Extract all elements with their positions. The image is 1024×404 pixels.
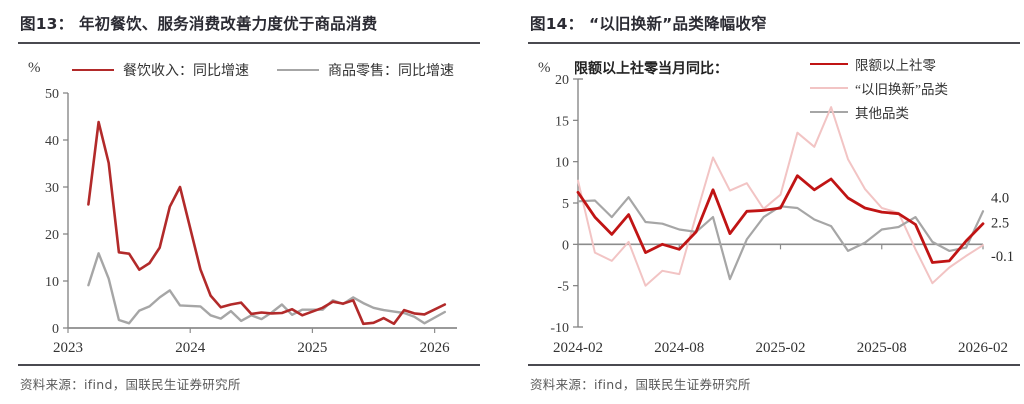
svg-text:-0.1: -0.1 bbox=[991, 249, 1014, 265]
figure13-panel: 图13： 年初餐饮、服务消费改善力度优于商品消费 % 餐饮收入：同比增速 商品零… bbox=[18, 6, 480, 393]
svg-text:-10: -10 bbox=[550, 321, 569, 336]
svg-text:2024-02: 2024-02 bbox=[553, 340, 603, 356]
svg-text:20: 20 bbox=[555, 73, 569, 88]
figure13-title: 图13： 年初餐饮、服务消费改善力度优于商品消费 bbox=[18, 6, 480, 44]
figure13-source-rule bbox=[18, 364, 480, 366]
svg-text:10: 10 bbox=[555, 156, 569, 171]
figure13-y-unit-label: % bbox=[28, 60, 41, 76]
svg-text:15: 15 bbox=[555, 114, 569, 129]
goods-retail-line-swatch bbox=[277, 68, 319, 72]
svg-text:2025-08: 2025-08 bbox=[857, 340, 907, 356]
figure13-chart-area: % 餐饮收入：同比增速 商品零售：同比增速 50 40 30 20 10 0 2023 202… bbox=[18, 44, 480, 362]
legend-item-above-quota-retail: 限额以上社零 bbox=[810, 54, 948, 74]
figure14-line-chart: 20 15 10 5 0 -5 -10 2024-02 2024-08 2025-02 2025-0… bbox=[550, 73, 1014, 356]
svg-text:2024: 2024 bbox=[175, 340, 206, 356]
svg-text:0: 0 bbox=[562, 238, 569, 253]
figure14-subtitle: 限额以上社零当月同比： bbox=[574, 61, 728, 77]
svg-text:2023: 2023 bbox=[53, 340, 83, 356]
svg-text:2.5: 2.5 bbox=[991, 216, 1009, 232]
legend-item-catering: 餐饮收入：同比增速 bbox=[72, 60, 249, 80]
svg-text:50: 50 bbox=[45, 87, 59, 102]
legend-item-goods-retail: 商品零售：同比增速 bbox=[277, 60, 454, 80]
legend-label-trade-in: “以旧换新”品类 bbox=[855, 82, 948, 97]
legend-label-above-quota-retail: 限额以上社零 bbox=[855, 58, 936, 73]
figure14-source-rule bbox=[528, 364, 1020, 366]
figure14-source: 资料来源：ifind，国联民生证券研究所 bbox=[530, 377, 751, 392]
svg-text:2024-08: 2024-08 bbox=[654, 340, 704, 356]
figure13-line-chart: 50 40 30 20 10 0 2023 2024 2025 2026 bbox=[45, 87, 457, 356]
legend-label-goods-retail: 商品零售：同比增速 bbox=[328, 64, 454, 79]
svg-text:10: 10 bbox=[45, 275, 59, 290]
figure14-title: 图14： “以旧换新”品类降幅收窄 bbox=[528, 6, 1020, 44]
svg-text:2025-02: 2025-02 bbox=[756, 340, 806, 356]
svg-text:0: 0 bbox=[52, 322, 59, 337]
figure14-y-unit-label: % bbox=[538, 60, 551, 76]
svg-text:30: 30 bbox=[45, 181, 59, 196]
legend-label-catering: 餐饮收入：同比增速 bbox=[123, 64, 249, 79]
svg-text:20: 20 bbox=[45, 228, 59, 243]
figure13-legend: 餐饮收入：同比增速 商品零售：同比增速 bbox=[72, 60, 454, 80]
figure14-panel: 图14： “以旧换新”品类降幅收窄 % 限额以上社零当月同比： 限额以上社零 “… bbox=[528, 6, 1020, 393]
figure14-legend: 限额以上社零 “以旧换新”品类 其他品类 bbox=[810, 54, 948, 122]
svg-text:5: 5 bbox=[562, 197, 569, 212]
figure14-chart-area: % 限额以上社零当月同比： 限额以上社零 “以旧换新”品类 其他品类 20 15 1… bbox=[528, 44, 1020, 362]
svg-text:-5: -5 bbox=[557, 280, 569, 295]
svg-text:4.0: 4.0 bbox=[991, 190, 1009, 206]
above-quota-retail-line-swatch bbox=[810, 62, 848, 66]
legend-item-trade-in: “以旧换新”品类 bbox=[810, 78, 948, 98]
svg-text:2026: 2026 bbox=[420, 340, 451, 356]
svg-text:2026-02: 2026-02 bbox=[958, 340, 1008, 356]
svg-text:2025: 2025 bbox=[297, 340, 327, 356]
trade-in-line-swatch bbox=[810, 87, 848, 89]
svg-text:40: 40 bbox=[45, 134, 59, 149]
legend-label-other-categories: 其他品类 bbox=[855, 106, 909, 121]
catering-line-swatch bbox=[72, 68, 114, 72]
figure13-source: 资料来源：ifind，国联民生证券研究所 bbox=[20, 377, 241, 392]
